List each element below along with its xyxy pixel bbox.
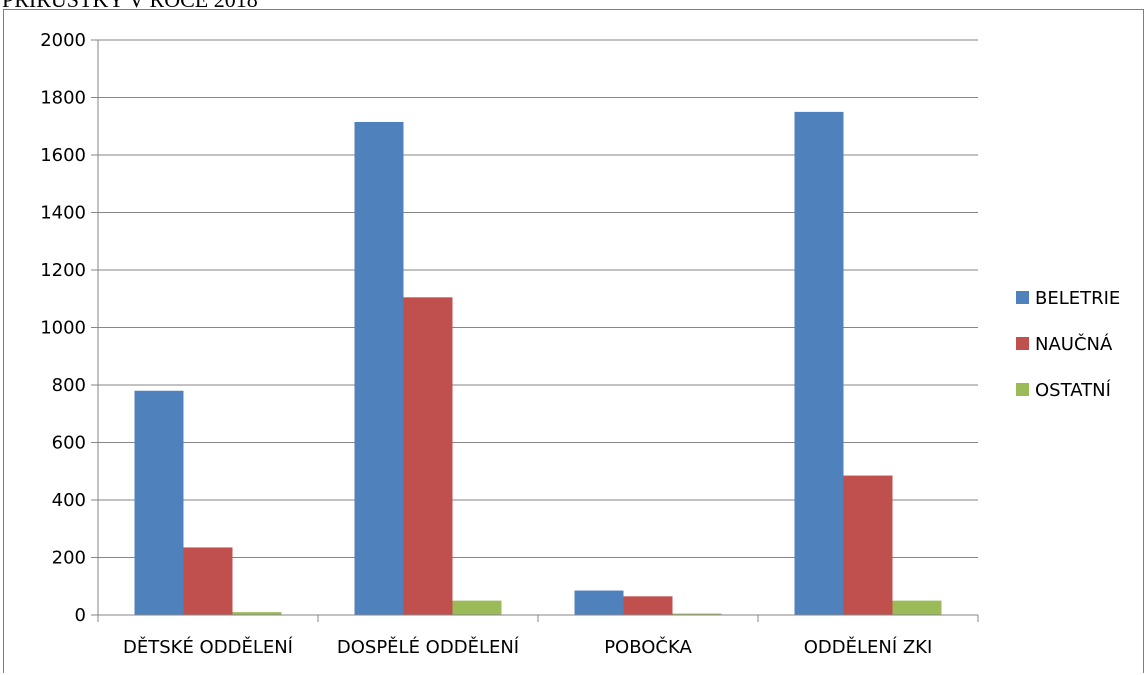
bar-nau-n- [183,547,233,615]
y-tick-label: 200 [52,548,86,569]
category-label: POBOČKA [604,636,692,658]
category-label: ODDĚLENÍ ZKI [804,636,933,658]
bar-nau-n- [623,596,673,615]
y-tick-label: 400 [52,490,86,511]
bar-beletrie [354,121,404,615]
y-tick-label: 0 [75,605,86,626]
page-title: PŘÍRŮSTKY V ROCE 2018 [2,0,258,13]
y-tick-label: 800 [52,375,86,396]
y-tick-label: 1600 [40,145,86,166]
y-tick-label: 1200 [40,260,86,281]
chart-frame [3,9,1144,673]
category-label: DĚTSKÉ ODDĚLENÍ [123,636,293,658]
bar-beletrie [574,590,624,615]
bar-ostatn- [672,613,722,615]
bar-nau-n- [843,475,893,615]
y-tick-label: 1000 [40,318,86,339]
bar-nau-n- [403,297,453,615]
y-axis-tick-labels: 0 200 400 600 800 1000 1200 1400 1600 1800 2000 [40,30,86,626]
bar-ostatn- [892,600,942,615]
bar-beletrie [134,390,184,615]
legend-label: OSTATNÍ [1035,379,1111,401]
legend-label: NAUČNÁ [1035,333,1113,355]
legend: BELETRIE NAUČNÁ OSTATNÍ [1016,288,1120,401]
axes [91,39,979,622]
legend-label: BELETRIE [1035,288,1120,309]
legend-swatch [1016,337,1029,350]
bar-ostatn- [232,612,282,615]
legend-swatch [1016,383,1029,396]
category-label: DOSPĚLÉ ODDĚLENÍ [337,636,519,658]
bar-beletrie [794,111,844,615]
legend-swatch [1016,291,1029,304]
y-tick-label: 1400 [40,203,86,224]
y-tick-label: 600 [52,433,86,454]
bars [134,111,942,615]
category-labels: DĚTSKÉ ODDĚLENÍ DOSPĚLÉ ODDĚLENÍ POBOČKA OD… [123,636,932,658]
y-tick-label: 2000 [40,30,86,51]
y-tick-label: 1800 [40,88,86,109]
bar-ostatn- [452,600,502,615]
